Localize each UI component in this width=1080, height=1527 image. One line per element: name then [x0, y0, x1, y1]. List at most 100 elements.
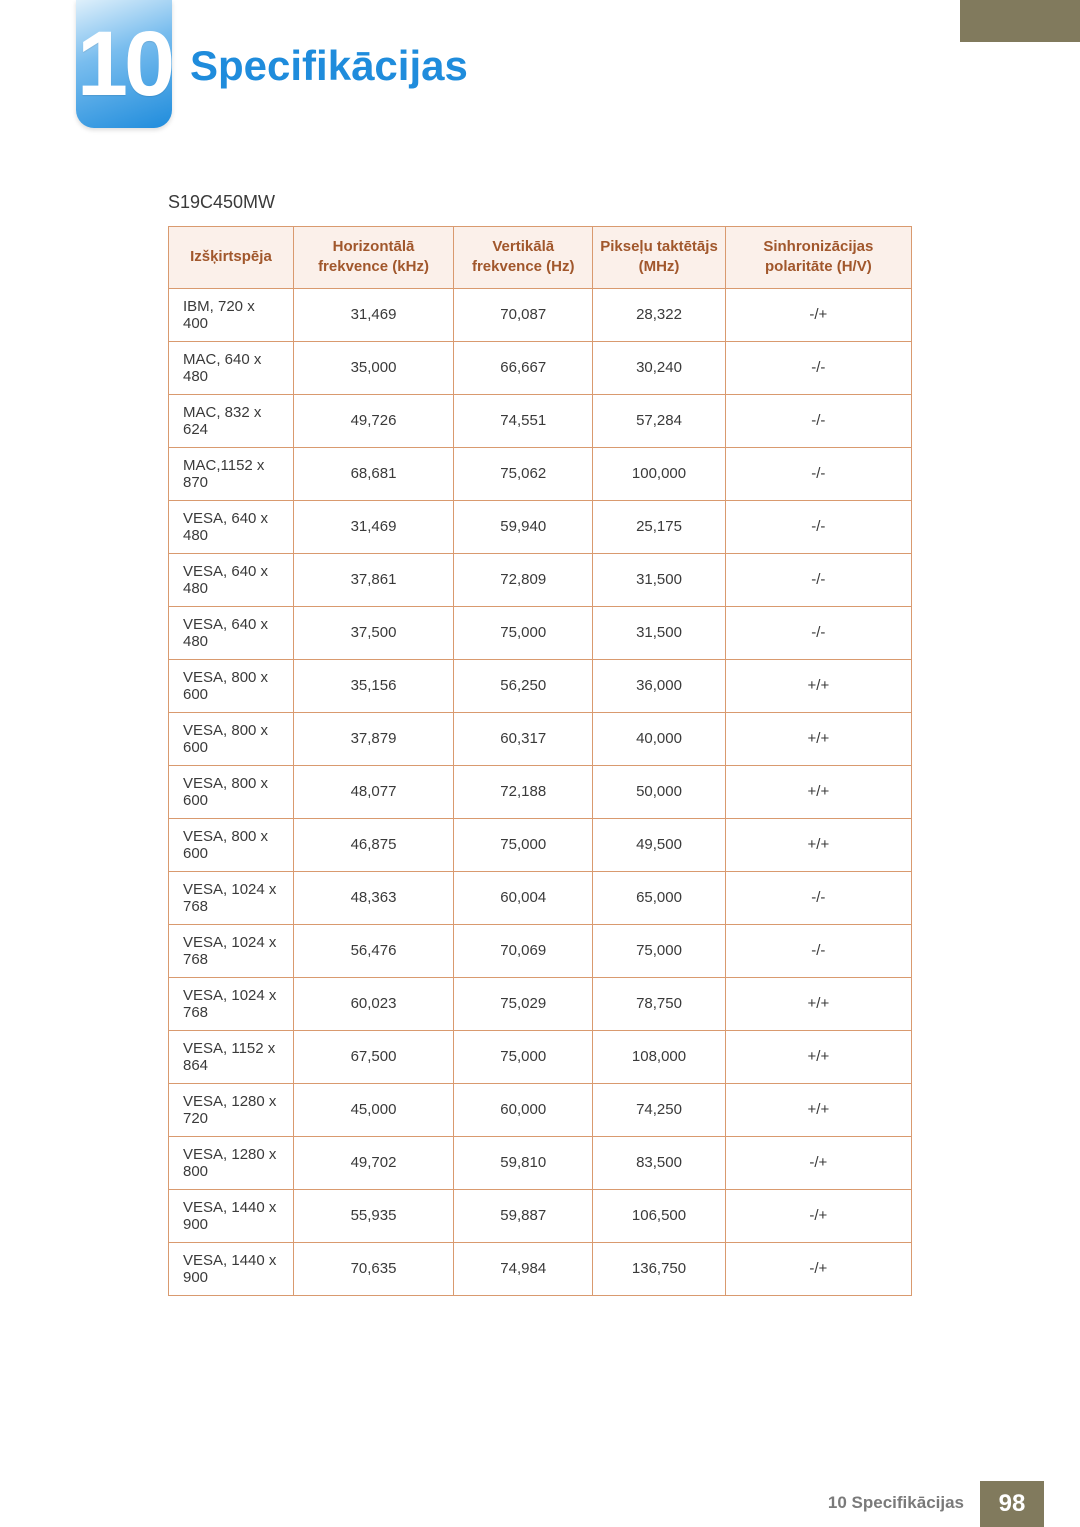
table-cell: 70,069	[454, 924, 593, 977]
table-cell: 60,004	[454, 871, 593, 924]
table-cell: 70,087	[454, 288, 593, 341]
table-cell: 46,875	[293, 818, 453, 871]
table-cell: VESA, 800 x 600	[169, 659, 294, 712]
table-row: VESA, 1440 x 90070,63574,984136,750-/+	[169, 1242, 912, 1295]
footer: 10 Specifikācijas 98	[0, 1475, 1080, 1527]
table-cell: 35,000	[293, 341, 453, 394]
col-header: Sinhronizācijas polaritāte (H/V)	[725, 227, 911, 289]
table-cell: -/-	[725, 341, 911, 394]
table-row: IBM, 720 x 40031,46970,08728,322-/+	[169, 288, 912, 341]
table-cell: 60,000	[454, 1083, 593, 1136]
table-cell: 49,500	[593, 818, 725, 871]
table-cell: 31,469	[293, 500, 453, 553]
table-cell: 106,500	[593, 1189, 725, 1242]
table-cell: MAC,1152 x 870	[169, 447, 294, 500]
table-row: VESA, 1280 x 80049,70259,81083,500-/+	[169, 1136, 912, 1189]
table-cell: VESA, 640 x 480	[169, 606, 294, 659]
table-cell: -/-	[725, 606, 911, 659]
table-cell: 56,476	[293, 924, 453, 977]
table-body: IBM, 720 x 40031,46970,08728,322-/+MAC, …	[169, 288, 912, 1295]
table-cell: 31,500	[593, 553, 725, 606]
table-cell: 75,000	[454, 1030, 593, 1083]
table-cell: 30,240	[593, 341, 725, 394]
table-cell: VESA, 1024 x 768	[169, 924, 294, 977]
table-cell: 48,363	[293, 871, 453, 924]
table-cell: 67,500	[293, 1030, 453, 1083]
table-cell: -/-	[725, 871, 911, 924]
col-header: Vertikālā frekvence (Hz)	[454, 227, 593, 289]
table-row: VESA, 800 x 60048,07772,18850,000+/+	[169, 765, 912, 818]
table-row: VESA, 1024 x 76860,02375,02978,750+/+	[169, 977, 912, 1030]
chapter-badge: 10	[76, 0, 172, 128]
table-cell: +/+	[725, 1083, 911, 1136]
table-cell: 108,000	[593, 1030, 725, 1083]
table-cell: -/-	[725, 500, 911, 553]
table-cell: 100,000	[593, 447, 725, 500]
table-row: MAC,1152 x 87068,68175,062100,000-/-	[169, 447, 912, 500]
table-cell: VESA, 640 x 480	[169, 553, 294, 606]
table-row: MAC, 640 x 48035,00066,66730,240-/-	[169, 341, 912, 394]
table-cell: VESA, 800 x 600	[169, 818, 294, 871]
col-header: Izšķirtspēja	[169, 227, 294, 289]
table-cell: +/+	[725, 659, 911, 712]
table-cell: 56,250	[454, 659, 593, 712]
table-cell: 37,879	[293, 712, 453, 765]
table-cell: 75,000	[593, 924, 725, 977]
table-row: VESA, 640 x 48037,86172,80931,500-/-	[169, 553, 912, 606]
table-cell: -/-	[725, 924, 911, 977]
table-cell: 37,861	[293, 553, 453, 606]
table-cell: 59,940	[454, 500, 593, 553]
table-cell: 31,500	[593, 606, 725, 659]
table-cell: 75,062	[454, 447, 593, 500]
table-row: VESA, 1024 x 76848,36360,00465,000-/-	[169, 871, 912, 924]
footer-label: 10 Specifikācijas	[828, 1493, 964, 1513]
table-cell: -/-	[725, 394, 911, 447]
table-cell: -/+	[725, 1189, 911, 1242]
col-header: Pikseļu taktētājs (MHz)	[593, 227, 725, 289]
table-cell: VESA, 800 x 600	[169, 765, 294, 818]
table-cell: IBM, 720 x 400	[169, 288, 294, 341]
table-cell: 75,000	[454, 606, 593, 659]
table-row: VESA, 1024 x 76856,47670,06975,000-/-	[169, 924, 912, 977]
table-cell: -/+	[725, 1136, 911, 1189]
table-cell: 72,188	[454, 765, 593, 818]
table-cell: +/+	[725, 977, 911, 1030]
table-cell: 48,077	[293, 765, 453, 818]
table-cell: 31,469	[293, 288, 453, 341]
table-cell: VESA, 640 x 480	[169, 500, 294, 553]
table-cell: 35,156	[293, 659, 453, 712]
table-cell: -/+	[725, 1242, 911, 1295]
table-cell: 72,809	[454, 553, 593, 606]
page-title: Specifikācijas	[190, 42, 468, 90]
spec-table: Izšķirtspēja Horizontālā frekvence (kHz)…	[168, 226, 912, 1296]
table-cell: 59,810	[454, 1136, 593, 1189]
chapter-number: 10	[77, 12, 171, 117]
table-cell: VESA, 1280 x 720	[169, 1083, 294, 1136]
col-header: Horizontālā frekvence (kHz)	[293, 227, 453, 289]
table-row: VESA, 640 x 48031,46959,94025,175-/-	[169, 500, 912, 553]
table-cell: 74,551	[454, 394, 593, 447]
table-cell: +/+	[725, 1030, 911, 1083]
table-cell: 28,322	[593, 288, 725, 341]
table-cell: 36,000	[593, 659, 725, 712]
table-row: VESA, 1440 x 90055,93559,887106,500-/+	[169, 1189, 912, 1242]
top-stripe	[960, 0, 1080, 42]
table-cell: -/-	[725, 447, 911, 500]
table-cell: +/+	[725, 712, 911, 765]
table-cell: 78,750	[593, 977, 725, 1030]
table-cell: 75,029	[454, 977, 593, 1030]
table-cell: VESA, 1280 x 800	[169, 1136, 294, 1189]
table-cell: 40,000	[593, 712, 725, 765]
table-cell: VESA, 1024 x 768	[169, 871, 294, 924]
table-cell: 45,000	[293, 1083, 453, 1136]
table-cell: VESA, 1152 x 864	[169, 1030, 294, 1083]
table-cell: VESA, 1440 x 900	[169, 1242, 294, 1295]
table-cell: MAC, 640 x 480	[169, 341, 294, 394]
table-cell: VESA, 1024 x 768	[169, 977, 294, 1030]
table-cell: 70,635	[293, 1242, 453, 1295]
table-cell: 25,175	[593, 500, 725, 553]
table-row: VESA, 800 x 60037,87960,31740,000+/+	[169, 712, 912, 765]
table-row: VESA, 800 x 60035,15656,25036,000+/+	[169, 659, 912, 712]
table-cell: 49,702	[293, 1136, 453, 1189]
table-row: VESA, 1152 x 86467,50075,000108,000+/+	[169, 1030, 912, 1083]
